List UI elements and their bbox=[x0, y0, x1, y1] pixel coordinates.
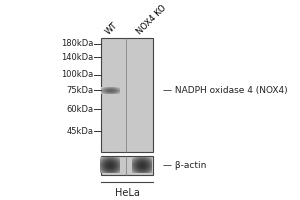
Text: — β-actin: — β-actin bbox=[163, 161, 206, 170]
Bar bbox=[101, 38, 153, 152]
Text: — NADPH oxidase 4 (NOX4): — NADPH oxidase 4 (NOX4) bbox=[163, 86, 287, 95]
Text: WT: WT bbox=[104, 20, 119, 36]
Text: 180kDa: 180kDa bbox=[61, 39, 93, 48]
Text: 75kDa: 75kDa bbox=[66, 86, 93, 95]
Text: NOX4 KO: NOX4 KO bbox=[135, 3, 168, 36]
Text: 100kDa: 100kDa bbox=[61, 70, 93, 79]
Text: 60kDa: 60kDa bbox=[66, 105, 93, 114]
Text: 45kDa: 45kDa bbox=[66, 127, 93, 136]
Text: 140kDa: 140kDa bbox=[61, 53, 93, 62]
Bar bbox=[101, 156, 153, 175]
Text: HeLa: HeLa bbox=[115, 188, 140, 198]
